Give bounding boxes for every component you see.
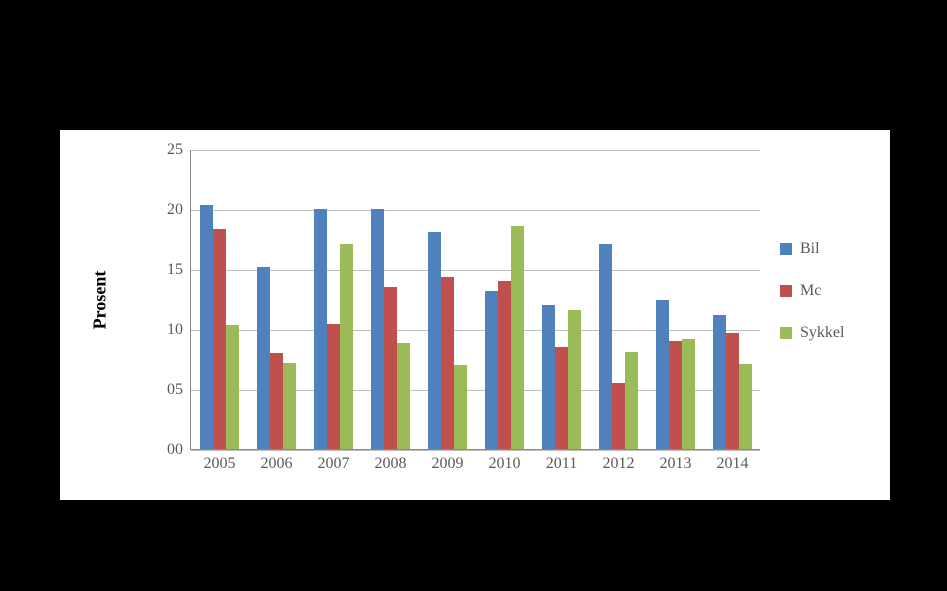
gridline: [191, 270, 760, 271]
bar: [314, 209, 327, 449]
bar: [511, 226, 524, 449]
legend-label: Bil: [800, 240, 820, 258]
bar: [226, 325, 239, 449]
gridline: [191, 210, 760, 211]
x-tick-label: 2007: [318, 449, 350, 473]
x-tick-label: 2012: [603, 449, 635, 473]
bar: [257, 267, 270, 449]
gridline: [191, 330, 760, 331]
bar: [669, 341, 682, 449]
legend-swatch: [780, 243, 792, 255]
bar: [485, 291, 498, 449]
x-tick-label: 2005: [204, 449, 236, 473]
y-tick-label: 05: [167, 381, 191, 399]
bar: [739, 364, 752, 449]
bar: [612, 383, 625, 449]
bar: [200, 205, 213, 449]
x-tick-label: 2006: [261, 449, 293, 473]
bar: [568, 310, 581, 449]
bar: [428, 232, 441, 449]
y-tick-label: 00: [167, 441, 191, 459]
bar: [441, 277, 454, 449]
legend-item: Mc: [780, 282, 844, 300]
bar: [555, 347, 568, 449]
bar: [498, 281, 511, 449]
legend-swatch: [780, 285, 792, 297]
bar: [656, 300, 669, 449]
y-tick-label: 25: [167, 141, 191, 159]
y-axis-title: Prosent: [90, 271, 111, 330]
legend-item: Sykkel: [780, 324, 844, 342]
y-tick-label: 10: [167, 321, 191, 339]
x-tick-label: 2014: [717, 449, 749, 473]
bar: [340, 244, 353, 449]
page-background: Prosent 00051015202520052006200720082009…: [0, 0, 947, 591]
bar: [625, 352, 638, 449]
bar: [397, 343, 410, 449]
legend-swatch: [780, 327, 792, 339]
plot-area: 0005101520252005200620072008200920102011…: [190, 150, 760, 450]
x-tick-label: 2008: [375, 449, 407, 473]
bar: [327, 324, 340, 449]
x-tick-label: 2013: [660, 449, 692, 473]
x-tick-label: 2011: [546, 449, 577, 473]
x-tick-label: 2010: [489, 449, 521, 473]
bar: [713, 315, 726, 449]
bar: [384, 287, 397, 449]
x-tick-label: 2009: [432, 449, 464, 473]
bar: [542, 305, 555, 449]
bar: [270, 353, 283, 449]
y-tick-label: 15: [167, 261, 191, 279]
bar: [213, 229, 226, 449]
chart-panel: Prosent 00051015202520052006200720082009…: [60, 130, 890, 500]
y-tick-label: 20: [167, 201, 191, 219]
bar: [371, 209, 384, 449]
legend-label: Sykkel: [800, 324, 844, 342]
bar: [454, 365, 467, 449]
bar: [599, 244, 612, 449]
bar: [726, 333, 739, 449]
bar: [682, 339, 695, 449]
legend-label: Mc: [800, 282, 821, 300]
bar: [283, 363, 296, 449]
gridline: [191, 150, 760, 151]
legend-item: Bil: [780, 240, 844, 258]
legend: Bil Mc Sykkel: [780, 240, 844, 366]
